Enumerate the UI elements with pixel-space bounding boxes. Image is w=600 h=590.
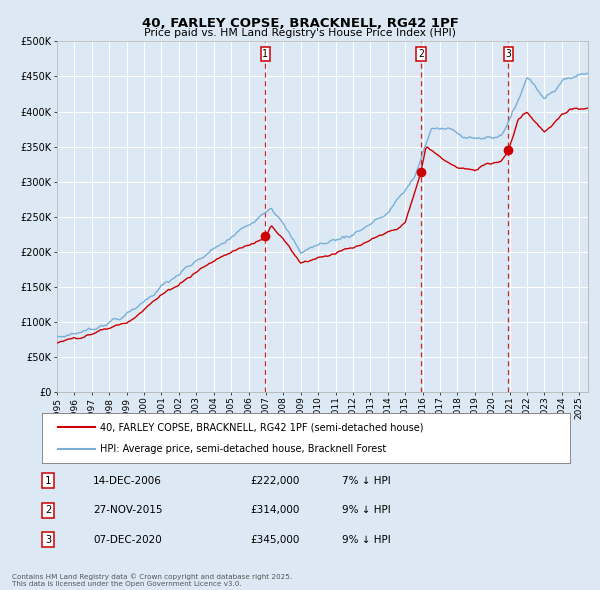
- Text: 1: 1: [45, 476, 51, 486]
- Text: 14-DEC-2006: 14-DEC-2006: [93, 476, 162, 486]
- Text: Price paid vs. HM Land Registry's House Price Index (HPI): Price paid vs. HM Land Registry's House …: [144, 28, 456, 38]
- Text: 1: 1: [262, 49, 268, 59]
- Text: Contains HM Land Registry data © Crown copyright and database right 2025.
This d: Contains HM Land Registry data © Crown c…: [12, 573, 292, 587]
- Text: 27-NOV-2015: 27-NOV-2015: [93, 506, 163, 515]
- Text: HPI: Average price, semi-detached house, Bracknell Forest: HPI: Average price, semi-detached house,…: [100, 444, 386, 454]
- Text: 9% ↓ HPI: 9% ↓ HPI: [342, 506, 391, 515]
- Text: 2: 2: [418, 49, 424, 59]
- Text: 2: 2: [45, 506, 51, 515]
- Text: £345,000: £345,000: [251, 535, 300, 545]
- Text: 40, FARLEY COPSE, BRACKNELL, RG42 1PF (semi-detached house): 40, FARLEY COPSE, BRACKNELL, RG42 1PF (s…: [100, 422, 424, 432]
- Text: £222,000: £222,000: [251, 476, 300, 486]
- Text: 3: 3: [505, 49, 511, 59]
- Text: £314,000: £314,000: [251, 506, 300, 515]
- Text: 3: 3: [45, 535, 51, 545]
- Text: 9% ↓ HPI: 9% ↓ HPI: [342, 535, 391, 545]
- Text: 40, FARLEY COPSE, BRACKNELL, RG42 1PF: 40, FARLEY COPSE, BRACKNELL, RG42 1PF: [142, 17, 458, 30]
- Text: 07-DEC-2020: 07-DEC-2020: [93, 535, 162, 545]
- Text: 7% ↓ HPI: 7% ↓ HPI: [342, 476, 391, 486]
